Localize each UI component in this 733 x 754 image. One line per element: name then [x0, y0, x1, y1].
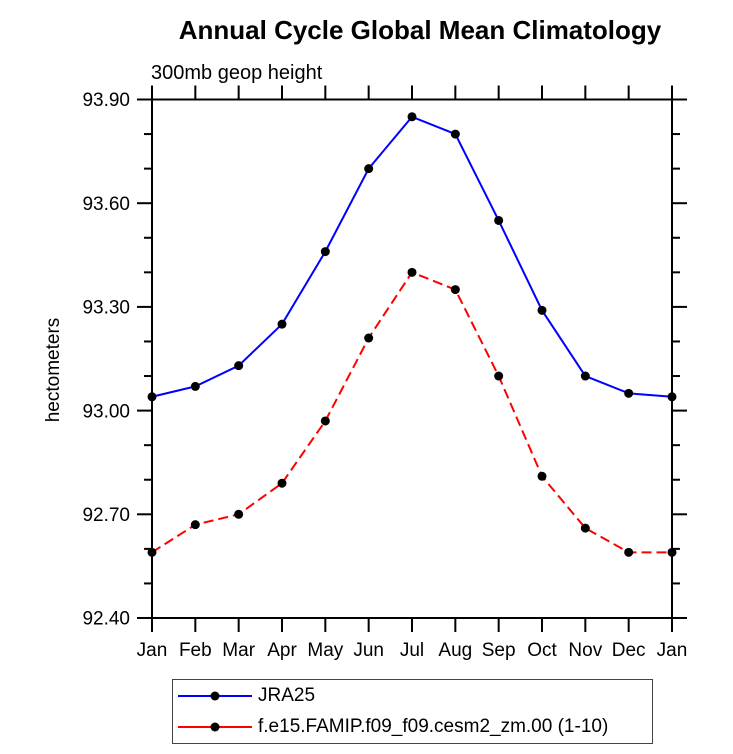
x-tick-label: Sep [482, 640, 516, 661]
x-tick-label: Jun [353, 640, 384, 661]
series-line-0 [151, 115, 673, 398]
data-point-marker [147, 547, 157, 557]
x-tick-label: Apr [267, 640, 297, 661]
data-point-marker [580, 371, 590, 381]
x-tick-label: Dec [612, 640, 646, 661]
data-point-marker [320, 416, 330, 426]
legend-item-famip: f.e15.FAMIP.f09_f09.cesm2_zm.00 (1-10) [176, 712, 652, 742]
legend-line-dashed-icon [178, 722, 252, 732]
data-point-marker [277, 478, 287, 488]
data-point-marker [624, 547, 634, 557]
legend-item-jra25: JRA25 [176, 681, 652, 711]
x-tick-label: Nov [568, 640, 602, 661]
x-tick-label: May [307, 640, 343, 661]
data-point-marker [450, 285, 460, 295]
data-point-marker [450, 129, 460, 139]
x-tick-label: Mar [222, 640, 255, 661]
data-point-marker [580, 523, 590, 533]
data-point-marker [537, 305, 547, 315]
data-point-marker [190, 381, 200, 391]
y-tick-label: 93.60 [82, 194, 130, 215]
y-tick-label: 93.90 [82, 90, 130, 111]
data-point-marker [364, 333, 374, 343]
x-tick-label: Jul [400, 640, 424, 661]
y-tick-label: 93.30 [82, 298, 130, 319]
plot-frame [151, 98, 673, 619]
data-point-marker [494, 371, 504, 381]
data-point-marker [407, 267, 417, 277]
legend-marker-dot-icon [210, 722, 220, 732]
x-tick-label: Jan [657, 640, 688, 661]
legend-label-famip: f.e15.FAMIP.f09_f09.cesm2_zm.00 (1-10) [258, 716, 609, 737]
data-point-marker [667, 392, 677, 402]
data-point-marker [364, 164, 374, 174]
data-point-marker [234, 361, 244, 371]
series-line-1 [151, 271, 672, 554]
x-tick-label: Aug [438, 640, 472, 661]
data-point-marker [234, 509, 244, 519]
y-tick-label: 92.70 [82, 505, 130, 526]
legend-label-jra25: JRA25 [258, 685, 316, 706]
y-tick-label: 92.40 [82, 609, 130, 630]
data-point-marker [537, 471, 547, 481]
legend: JRA25 f.e15.FAMIP.f09_f09.cesm2_zm.00 (1… [172, 679, 653, 744]
data-point-marker [320, 247, 330, 257]
data-point-marker [624, 388, 634, 398]
x-tick-label: Oct [527, 640, 557, 661]
data-point-marker [407, 112, 417, 122]
data-point-marker [277, 319, 287, 329]
data-point-marker [494, 215, 504, 225]
legend-marker-dot-icon [210, 691, 220, 701]
data-point-marker [667, 547, 677, 557]
y-tick-label: 93.00 [82, 401, 130, 422]
chart-subtitle: 300mb geop height [151, 62, 323, 84]
x-tick-label: Feb [179, 640, 212, 661]
x-tick-label: Jan [137, 640, 168, 661]
data-point-marker [190, 520, 200, 530]
legend-line-solid-icon [178, 691, 252, 701]
chart-title: Annual Cycle Global Mean Climatology [178, 15, 662, 45]
data-point-marker [147, 392, 157, 402]
